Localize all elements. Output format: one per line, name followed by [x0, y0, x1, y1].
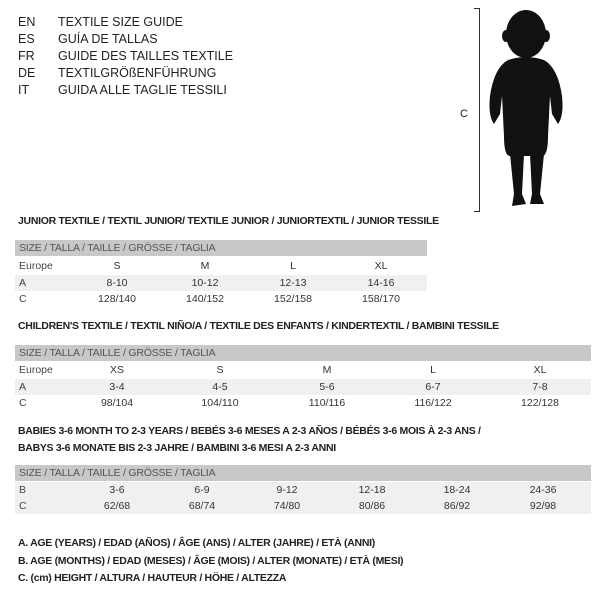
table-cell: 74/80	[273, 500, 301, 512]
table-cell: XL	[374, 260, 388, 272]
language-title: GUIDE DES TAILLES TEXTILE	[58, 49, 234, 63]
table-title: BABIES 3-6 MONTH TO 2-3 YEARS / BEBÉS 3-…	[18, 425, 481, 437]
table-cell: S	[216, 364, 224, 376]
table-title: JUNIOR TEXTILE / TEXTIL JUNIOR/ TEXTILE …	[18, 215, 439, 227]
height-label: C	[460, 108, 468, 120]
table-cell: 12-18	[358, 484, 386, 496]
table-cell: 4-5	[212, 381, 228, 393]
table-title: BABYS 3-6 MONATE BIS 2-3 JAHRE / BAMBINI…	[18, 442, 336, 454]
table-cell: 3-6	[109, 484, 125, 496]
legend-line: B. AGE (MONTHS) / EDAD (MESES) / ÂGE (MO…	[18, 554, 404, 567]
table-row: A 8-10 10-12 12-13 14-16	[15, 275, 427, 291]
table-row: Europe XS S M L XL	[15, 362, 591, 378]
table-cell: 68/74	[188, 500, 216, 512]
height-marker	[474, 8, 480, 212]
table-cell: 3-4	[109, 381, 125, 393]
table-row: C 62/68 68/74 74/80 80/86 86/92 92/98	[15, 498, 591, 514]
language-title: TEXTILE SIZE GUIDE	[58, 15, 184, 29]
table-cell: 12-13	[279, 277, 307, 289]
table-cell: L	[290, 260, 296, 272]
language-line: IT GUIDA ALLE TAGLIE TESSILI	[18, 82, 227, 99]
table-cell: 5-6	[319, 381, 335, 393]
table-cell: 8-10	[106, 277, 128, 289]
table-cell: 14-16	[367, 277, 395, 289]
table-header: SIZE / TALLA / TAILLE / GRÖSSE / TAGLIA	[15, 240, 427, 256]
table-cell: 62/68	[103, 500, 131, 512]
table-cell: 110/116	[308, 397, 346, 409]
table-row: C 128/140 140/152 152/158 158/170	[15, 291, 427, 307]
language-title: GUIDA ALLE TAGLIE TESSILI	[58, 83, 227, 97]
child-silhouette-icon	[489, 10, 563, 206]
language-line: DE TEXTILGRÖßENFÜHRUNG	[18, 65, 216, 82]
language-code: FR	[18, 49, 35, 63]
legend-line: C. (cm) HEIGHT / ALTURA / HAUTEUR / HÖHE…	[18, 572, 287, 584]
language-code: DE	[18, 66, 36, 80]
table-cell: 7-8	[532, 381, 548, 393]
table-row: A 3-4 4-5 5-6 6-7 7-8	[15, 379, 591, 395]
table-cell: S	[113, 260, 121, 272]
language-code: IT	[18, 83, 30, 97]
table-cell: 92/98	[529, 500, 557, 512]
table-cell: 86/92	[443, 500, 471, 512]
table-cell: 10-12	[191, 277, 219, 289]
table-cell: M	[200, 260, 210, 272]
table-cell: 24-36	[529, 484, 557, 496]
row-label: A	[19, 381, 27, 393]
table-cell: 6-9	[194, 484, 210, 496]
language-line: EN TEXTILE SIZE GUIDE	[18, 14, 183, 31]
table-cell: 80/86	[358, 500, 386, 512]
table-cell: 98/104	[100, 397, 134, 409]
row-label: B	[19, 484, 27, 496]
table-title: CHILDREN'S TEXTILE / TEXTIL NIÑO/A / TEX…	[18, 320, 499, 332]
table-row: C 98/104 104/110 110/116 116/122 122/128	[15, 395, 591, 411]
table-row: B 3-6 6-9 9-12 12-18 18-24 24-36	[15, 482, 591, 498]
language-line: ES GUÍA DE TALLAS	[18, 31, 158, 48]
table-cell: 9-12	[276, 484, 298, 496]
row-label: C	[19, 397, 27, 409]
table-header: SIZE / TALLA / TAILLE / GRÖSSE / TAGLIA	[15, 345, 591, 361]
table-cell: 122/128	[521, 397, 559, 409]
table-row: Europe S M L XL	[15, 258, 427, 274]
table-cell: M	[322, 364, 332, 376]
language-line: FR GUIDE DES TAILLES TEXTILE	[18, 48, 233, 65]
table-cell: XS	[109, 364, 125, 376]
table-cell: 116/122	[414, 397, 452, 409]
row-label: Europe	[19, 364, 53, 376]
language-code: EN	[18, 15, 36, 29]
row-label: A	[19, 277, 27, 289]
table-cell: 158/170	[362, 293, 400, 305]
table-cell: 18-24	[443, 484, 471, 496]
table-cell: 128/140	[98, 293, 136, 305]
table-cell: XL	[533, 364, 547, 376]
language-code: ES	[18, 32, 35, 46]
table-cell: 152/158	[274, 293, 312, 305]
row-label: Europe	[19, 260, 53, 272]
legend-line: A. AGE (YEARS) / EDAD (AÑOS) / ÂGE (ANS)…	[18, 537, 375, 549]
table-cell: 6-7	[425, 381, 441, 393]
table-cell: 104/110	[201, 397, 239, 409]
row-label: C	[19, 500, 27, 512]
language-title: GUÍA DE TALLAS	[58, 32, 158, 46]
language-title: TEXTILGRÖßENFÜHRUNG	[58, 66, 217, 80]
table-cell: 140/152	[186, 293, 224, 305]
table-cell: L	[430, 364, 436, 376]
row-label: C	[19, 293, 27, 305]
table-header: SIZE / TALLA / TAILLE / GRÖSSE / TAGLIA	[15, 465, 591, 481]
